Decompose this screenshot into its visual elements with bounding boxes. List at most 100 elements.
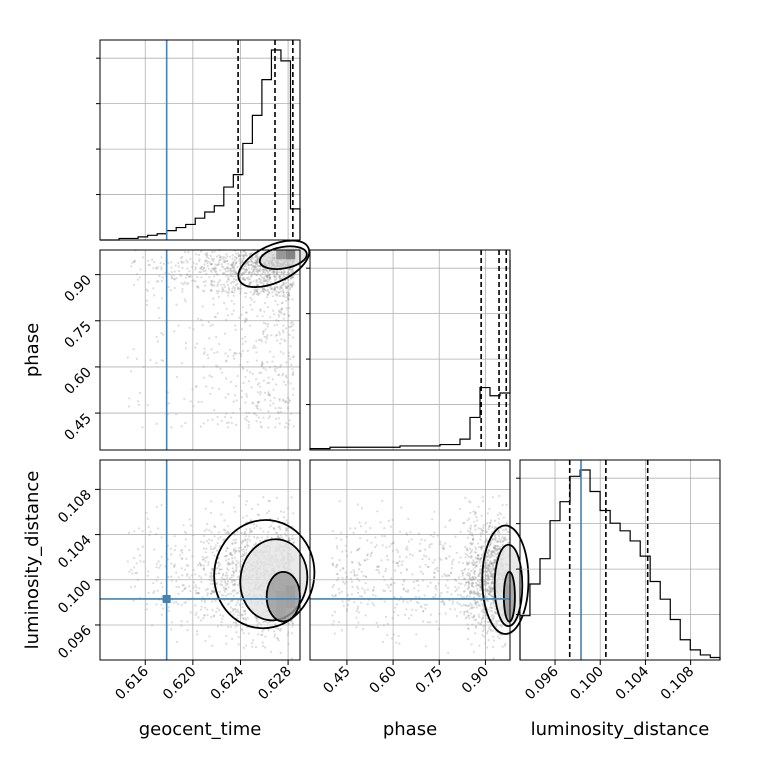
sample-point xyxy=(357,611,360,614)
sample-point xyxy=(274,299,277,303)
sample-point xyxy=(494,546,497,550)
sample-point xyxy=(162,607,165,610)
sample-point xyxy=(205,272,208,275)
sample-point xyxy=(292,371,295,374)
sample-point xyxy=(188,585,191,588)
sample-point xyxy=(485,581,488,584)
sample-point xyxy=(472,585,475,589)
sample-point xyxy=(488,561,491,564)
sample-point xyxy=(396,550,399,554)
sample-point xyxy=(255,279,258,282)
sample-point xyxy=(500,625,503,628)
sample-point xyxy=(188,270,191,273)
sample-point xyxy=(183,281,186,284)
sample-point xyxy=(257,269,260,272)
sample-point xyxy=(244,268,247,272)
sample-point xyxy=(486,530,489,534)
sample-point xyxy=(251,645,254,648)
sample-point xyxy=(490,561,493,564)
sample-point xyxy=(264,274,267,278)
sample-point xyxy=(207,321,210,324)
sample-point xyxy=(203,351,206,354)
sample-point xyxy=(211,551,214,554)
sample-point xyxy=(425,603,428,606)
sample-point xyxy=(220,283,223,286)
sample-point xyxy=(152,287,155,290)
sample-point xyxy=(356,503,359,506)
sample-point xyxy=(167,285,170,289)
sample-point xyxy=(208,538,211,541)
sample-point xyxy=(262,367,265,370)
sample-point xyxy=(262,282,265,285)
sample-point xyxy=(216,607,219,610)
sample-point xyxy=(372,586,376,589)
sample-point xyxy=(257,269,260,272)
sample-point xyxy=(340,629,343,632)
sample-point xyxy=(242,548,245,551)
sample-point xyxy=(142,560,145,563)
sample-point xyxy=(222,272,225,275)
sample-point xyxy=(209,511,212,515)
sample-point xyxy=(459,611,462,614)
sample-point xyxy=(423,554,426,557)
sample-point xyxy=(232,609,235,613)
sample-point xyxy=(494,547,498,551)
sample-point xyxy=(448,519,451,522)
sample-point xyxy=(492,615,496,618)
sample-point xyxy=(288,288,292,291)
sample-point xyxy=(254,268,257,271)
sample-point xyxy=(253,535,256,539)
sample-point xyxy=(287,314,290,317)
sample-point xyxy=(231,280,234,283)
sample-point xyxy=(210,280,213,283)
sample-point xyxy=(491,581,494,584)
sample-point xyxy=(464,610,467,613)
sample-point xyxy=(209,392,212,395)
sample-point xyxy=(461,572,464,575)
sample-point xyxy=(406,533,409,536)
sample-point xyxy=(498,511,501,515)
sample-point xyxy=(219,536,222,539)
sample-point xyxy=(501,543,504,547)
sample-point xyxy=(507,530,510,534)
sample-point xyxy=(355,616,358,619)
sample-point xyxy=(286,633,289,637)
sample-point xyxy=(476,556,479,560)
sample-point xyxy=(469,530,472,534)
sample-point xyxy=(180,604,183,607)
sample-point xyxy=(217,531,220,534)
sample-point xyxy=(467,627,470,630)
sample-point xyxy=(488,545,491,548)
sample-point xyxy=(181,255,184,259)
sample-point xyxy=(289,277,292,280)
sample-point xyxy=(205,539,208,543)
sample-point xyxy=(243,250,246,253)
gridlines-phase-hist xyxy=(306,250,510,450)
sample-point xyxy=(268,500,271,503)
sample-point xyxy=(264,268,267,271)
sample-point xyxy=(183,601,186,604)
sample-point xyxy=(280,307,283,311)
sample-point xyxy=(185,564,188,567)
sample-point xyxy=(454,590,457,593)
sample-point xyxy=(212,268,215,271)
sample-point xyxy=(463,568,466,572)
sample-point xyxy=(484,583,488,587)
sample-point xyxy=(240,627,243,631)
sample-point xyxy=(277,417,280,420)
sample-point xyxy=(441,600,444,603)
sample-point xyxy=(173,535,176,538)
sample-point xyxy=(203,266,206,269)
sample-point xyxy=(491,550,494,553)
sample-point xyxy=(212,547,215,551)
gridlines-distance-vs-phase xyxy=(310,460,510,660)
sample-point xyxy=(237,549,241,552)
sample-point xyxy=(272,272,275,275)
sample-point xyxy=(372,593,375,597)
sample-point xyxy=(264,322,267,325)
sample-point xyxy=(288,272,291,275)
sample-point xyxy=(422,620,425,623)
sample-point xyxy=(184,342,188,345)
sample-point xyxy=(231,560,234,563)
sample-point xyxy=(259,281,263,284)
